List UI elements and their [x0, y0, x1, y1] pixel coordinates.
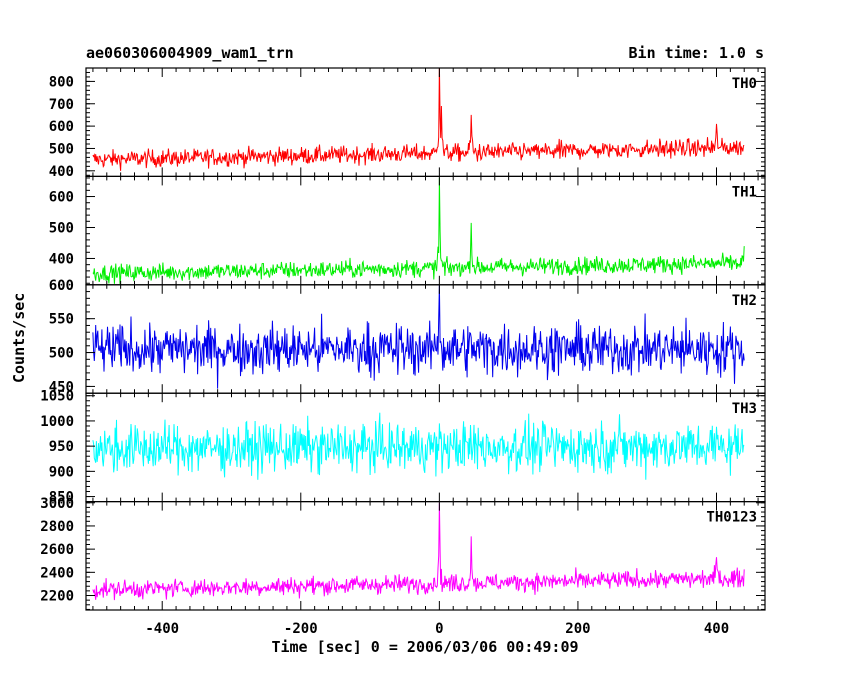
y-tick-label: 600	[49, 278, 74, 294]
series-line-th1	[92, 177, 745, 284]
x-tick-label: -400	[145, 621, 179, 637]
panel-label-th0123: TH0123	[706, 510, 757, 526]
x-axis-label: Time [sec] 0 = 2006/03/06 00:49:09	[271, 638, 579, 656]
y-tick-label: 1000	[40, 414, 74, 430]
y-tick-label: 400	[49, 164, 74, 180]
panel-frame-th2	[85, 284, 766, 394]
panel-label-th0: TH0	[732, 76, 757, 92]
y-tick-label: 2600	[40, 542, 74, 558]
x-tick-label: 0	[435, 621, 443, 637]
panel-frame-th0	[85, 67, 766, 178]
series-line-th0	[92, 68, 745, 171]
panel-label-th3: TH3	[732, 401, 757, 417]
panel-label-th2: TH2	[732, 293, 757, 309]
y-tick-label: 1050	[40, 389, 74, 405]
x-tick-label: 400	[704, 621, 729, 637]
y-tick-label: 950	[49, 439, 74, 455]
y-tick-label: 500	[49, 141, 74, 157]
y-tick-label: 800	[49, 74, 74, 90]
chart-title: ae060306004909_wam1_trn	[86, 44, 294, 62]
y-tick-label: 600	[49, 119, 74, 135]
y-tick-label: 600	[49, 190, 74, 206]
y-tick-label: 450	[49, 379, 74, 395]
series-line-th2	[92, 284, 745, 389]
y-axis-label: Counts/sec	[10, 292, 28, 383]
y-tick-label: 400	[49, 251, 74, 267]
y-tick-label: 700	[49, 97, 74, 113]
series-line-th0123	[92, 502, 745, 601]
x-tick-label: -200	[284, 621, 318, 637]
bin-time-label: Bin time: 1.0 s	[628, 44, 764, 62]
panel-label-th1: TH1	[732, 184, 757, 200]
x-tick-label: 200	[565, 621, 590, 637]
y-tick-label: 550	[49, 312, 74, 328]
y-tick-label: 3000	[40, 496, 74, 512]
series-line-th3	[92, 412, 745, 480]
y-tick-label: 2400	[40, 565, 74, 581]
y-tick-label: 500	[49, 346, 74, 362]
y-tick-label: 2200	[40, 589, 74, 605]
y-tick-label: 500	[49, 221, 74, 237]
y-tick-label: 900	[49, 464, 74, 480]
y-tick-label: 2800	[40, 519, 74, 535]
y-tick-label: 850	[49, 490, 74, 506]
